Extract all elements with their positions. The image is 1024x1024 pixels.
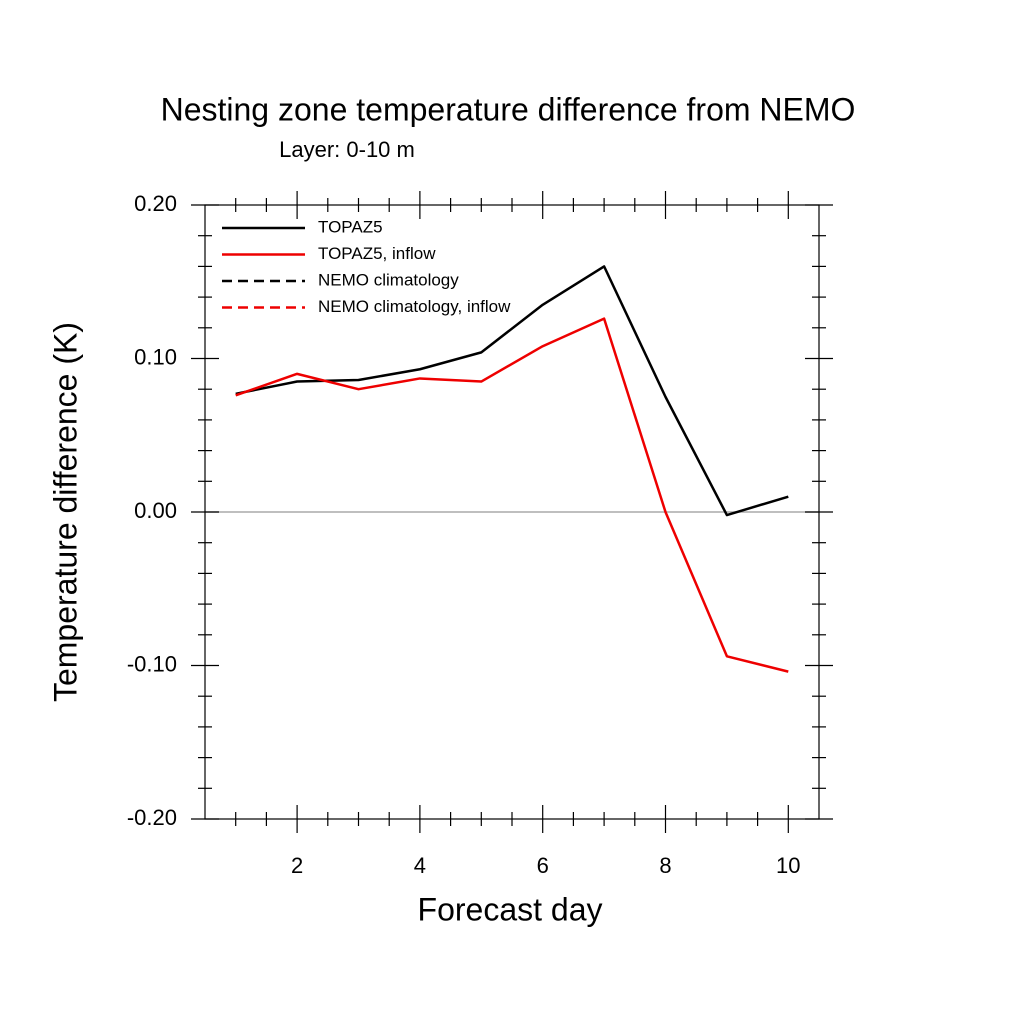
chart-title: Nesting zone temperature difference from… (161, 91, 856, 127)
x-tick-label: 8 (659, 853, 671, 878)
x-axis-label: Forecast day (418, 891, 603, 927)
x-tick-label: 2 (291, 853, 303, 878)
y-axis-label: Temperature difference (K) (47, 322, 83, 702)
x-tick-label: 6 (537, 853, 549, 878)
y-tick-label: 0.00 (134, 498, 177, 523)
x-tick-label: 4 (414, 853, 426, 878)
chart-subtitle: Layer: 0-10 m (279, 137, 415, 162)
legend-label: NEMO climatology, inflow (318, 297, 511, 316)
y-tick-label: 0.10 (134, 344, 177, 369)
legend-label: TOPAZ5, inflow (318, 244, 436, 263)
legend-label: NEMO climatology (318, 270, 459, 289)
series-line (235, 317, 789, 673)
y-tick-label: -0.10 (127, 651, 177, 676)
y-tick-label: -0.20 (127, 805, 177, 830)
legend-label: TOPAZ5 (318, 217, 383, 236)
x-tick-label: 10 (776, 853, 800, 878)
y-tick-label: 0.20 (134, 191, 177, 216)
